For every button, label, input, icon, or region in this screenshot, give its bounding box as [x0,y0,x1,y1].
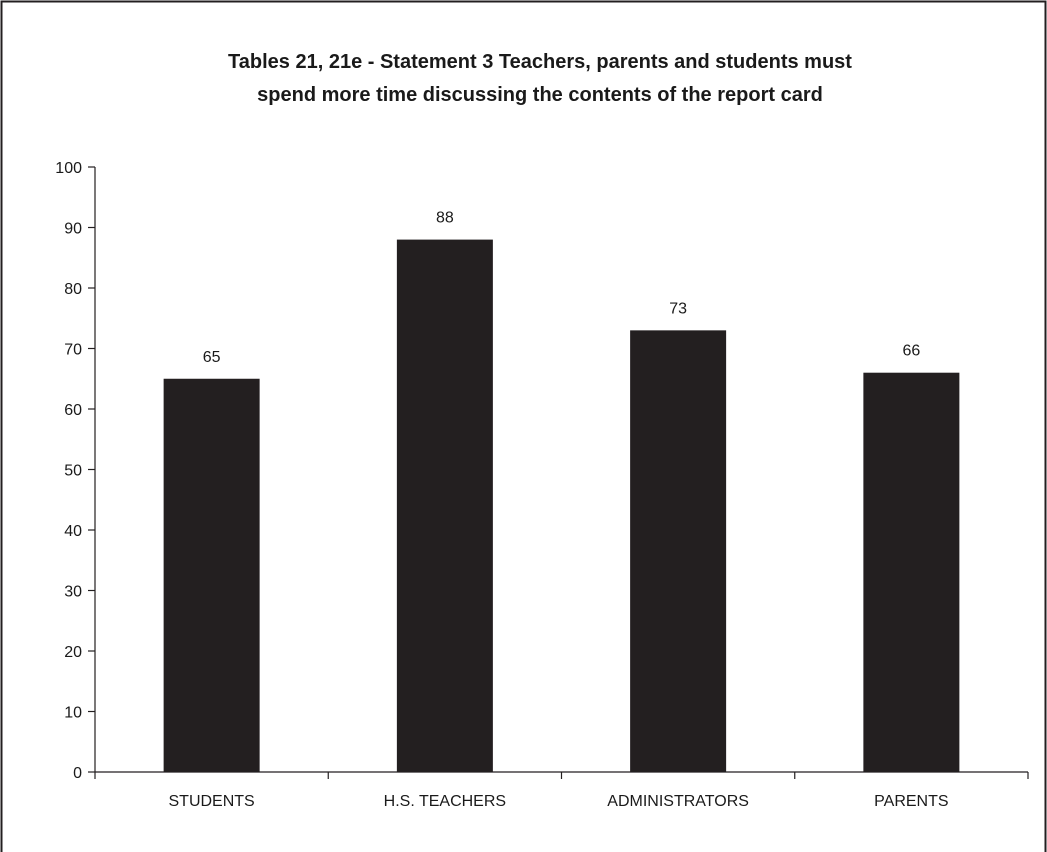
bar-value-label: 88 [436,210,454,227]
y-tick-label: 50 [64,463,82,480]
y-tick-label: 90 [64,221,82,238]
x-category-label: ADMINISTRATORS [607,793,749,810]
y-tick-label: 60 [64,402,82,419]
x-axis: STUDENTS H.S. TEACHERS ADMINISTRATORS PAREN… [95,772,1028,810]
bars: 65 88 73 66 [164,210,960,772]
bar-value-label: 65 [203,349,221,366]
x-category-label: PARENTS [874,793,948,810]
bar-value-label: 73 [669,300,687,317]
x-category-label: H.S. TEACHERS [384,793,506,810]
y-tick-label: 70 [64,342,82,359]
y-axis: 0 10 20 30 40 50 60 70 80 90 100 [55,160,95,782]
bar-value-label: 66 [902,343,920,360]
y-tick-label: 0 [73,765,82,782]
bar-parents [863,373,959,772]
chart-title-line-2: spend more time discussing the contents … [257,84,823,106]
y-tick-label: 10 [64,705,82,722]
y-tick-label: 80 [64,281,82,298]
bar-students [164,379,260,772]
y-tick-label: 20 [64,644,82,661]
chart-title-line-1: Tables 21, 21e - Statement 3 Teachers, p… [228,51,852,73]
y-tick-label: 40 [64,523,82,540]
y-tick-label: 100 [55,160,82,177]
x-category-label: STUDENTS [169,793,255,810]
bar-administrators [630,330,726,772]
bar-h-s-teachers [397,240,493,772]
y-tick-label: 30 [64,584,82,601]
